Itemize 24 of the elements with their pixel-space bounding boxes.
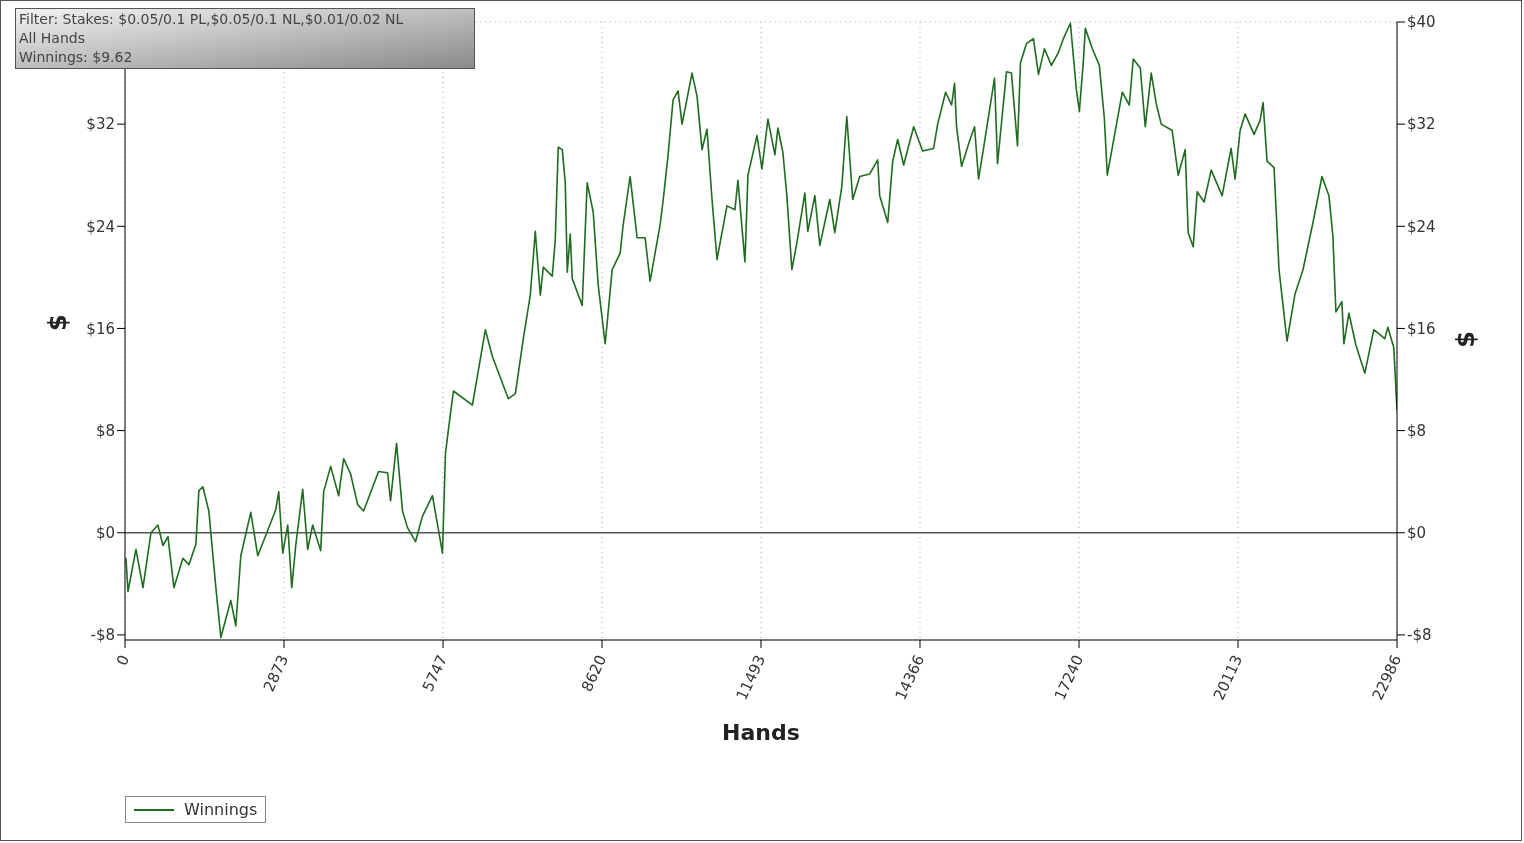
info-panel: Filter: Stakes: $0.05/0.1 PL,$0.05/0.1 NL,$0.01/0.02 NL All Hands Winnings: $9.62 (15, 8, 475, 69)
y-axis-title: $ (43, 314, 72, 331)
y2-tick-label: $8 (1407, 421, 1427, 440)
y-tick-label: $32 (86, 115, 115, 134)
y2-tick-label: $40 (1407, 13, 1436, 32)
x-tick-label: 5747 (418, 652, 452, 695)
x-tick-label: 8620 (577, 652, 611, 695)
y2-tick-label: -$8 (1407, 626, 1432, 645)
legend-label: Winnings (184, 800, 258, 819)
y-tick-label: $8 (95, 421, 115, 440)
x-tick-label: 2873 (259, 652, 293, 695)
annotation: Winnings: $9.62 (19, 48, 134, 67)
annotation: Filter: Stakes: $0.05/0.1 PL,$0.05/0.1 NL,$0.01/0.02 NL (19, 10, 405, 29)
y2-tick-label: $24 (1407, 217, 1436, 236)
y2-tick-label: $0 (1407, 524, 1427, 543)
y-tick-label: $0 (95, 524, 115, 543)
y2-tick-label: $32 (1407, 115, 1436, 134)
y-tick-label: $16 (86, 319, 115, 338)
y2-tick-label: $16 (1407, 319, 1436, 338)
y2-axis-title: $ (1451, 331, 1480, 348)
x-axis-title: Hands (722, 720, 800, 745)
x-tick-label: 0 (112, 652, 134, 669)
y-tick-label: $24 (86, 217, 115, 236)
y-tick-label: -$8 (90, 626, 115, 645)
